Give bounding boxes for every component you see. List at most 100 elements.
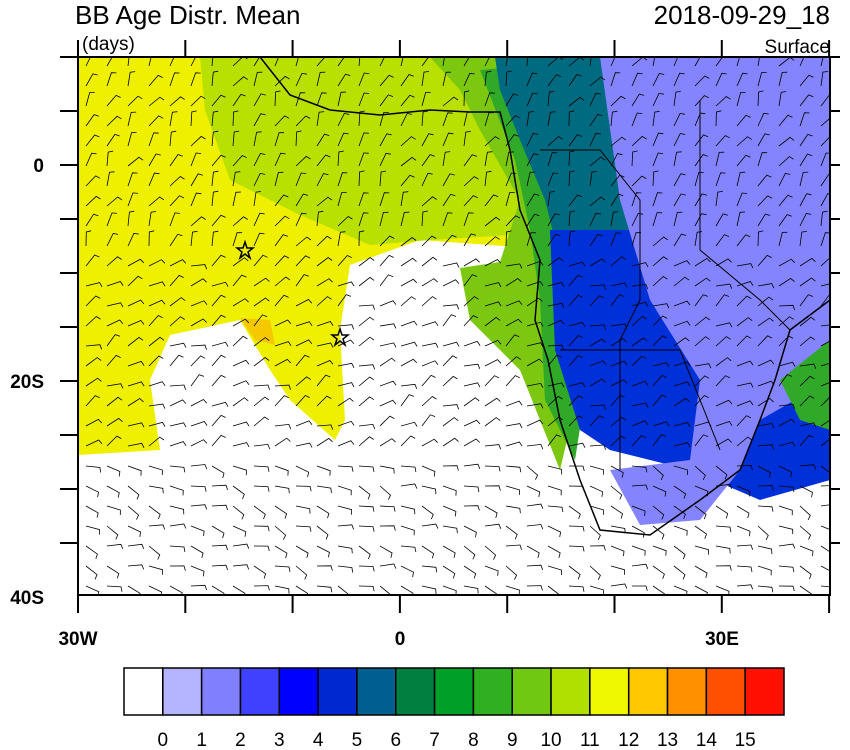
wind-barb <box>778 114 793 127</box>
wind-barb <box>631 315 647 327</box>
wind-barb <box>85 357 102 367</box>
wind-barb <box>127 397 144 407</box>
wind-barb <box>211 230 219 247</box>
wind-barb <box>379 133 392 147</box>
wind-barb <box>421 57 430 67</box>
wind-barb <box>421 278 438 287</box>
wind-barb <box>295 212 307 227</box>
wind-barb <box>694 421 712 427</box>
wind-barb <box>673 300 691 307</box>
wind-barb <box>442 212 453 227</box>
wind-barb <box>736 154 751 167</box>
wind-barb <box>757 423 775 429</box>
wind-barb <box>505 263 523 269</box>
lat-label: 0 <box>33 156 44 177</box>
colorbar-label: 7 <box>429 730 440 750</box>
wind-barb <box>295 354 310 367</box>
wind-barb <box>379 112 389 127</box>
wind-barb <box>85 395 100 407</box>
wind-barb <box>484 259 502 267</box>
wind-barb <box>526 419 544 427</box>
wind-barb <box>211 130 219 147</box>
wind-barb <box>421 172 433 187</box>
wind-barb <box>190 565 205 577</box>
wind-barb <box>652 525 665 540</box>
wind-barb <box>589 284 607 290</box>
wind-barb <box>190 110 197 127</box>
wind-barb <box>589 196 606 207</box>
wind-barb <box>400 421 418 427</box>
wind-barb <box>148 403 166 409</box>
wind-barb <box>148 172 160 187</box>
wind-barb <box>631 232 642 247</box>
wind-barb <box>169 354 184 367</box>
wind-barb <box>295 155 311 167</box>
wind-barb <box>106 585 123 592</box>
wind-barb <box>148 211 157 227</box>
wind-barb <box>169 154 183 167</box>
wind-barb <box>442 234 457 247</box>
wind-barb <box>715 465 728 480</box>
wind-barb <box>505 215 521 227</box>
wind-barb <box>820 340 830 347</box>
wind-barb <box>421 133 434 147</box>
wind-barb <box>232 543 250 549</box>
wind-barb <box>295 505 311 514</box>
wind-barb <box>379 342 397 348</box>
wind-barb <box>274 545 288 559</box>
wind-barb <box>820 324 830 327</box>
wind-barb <box>484 465 501 472</box>
wind-barb <box>148 524 166 530</box>
wind-barb <box>568 110 575 127</box>
wind-barb <box>190 504 208 510</box>
wind-barb <box>169 585 183 595</box>
wind-barb <box>253 93 266 107</box>
wind-barb <box>295 485 312 492</box>
wind-barb <box>736 295 752 307</box>
wind-barb <box>148 545 161 560</box>
wind-barb <box>379 415 395 427</box>
wind-barb <box>484 339 502 347</box>
wind-barb <box>820 485 830 487</box>
colorbar-box <box>589 667 630 716</box>
wind-barb <box>316 133 330 147</box>
wind-barb <box>337 172 348 187</box>
wind-barb <box>253 314 268 327</box>
coastline <box>259 57 830 536</box>
wind-barb <box>211 354 226 367</box>
wind-barb <box>715 57 724 67</box>
wind-barb <box>757 380 775 387</box>
wind-barb <box>568 382 586 388</box>
wind-barb <box>295 339 313 347</box>
wind-barb <box>316 173 329 187</box>
wind-barb <box>400 525 415 536</box>
wind-barb <box>820 396 830 407</box>
wind-barb <box>736 114 751 127</box>
lon-label: 30E <box>705 629 739 650</box>
wind-barb <box>736 485 751 497</box>
wind-barb <box>778 194 793 207</box>
wind-barb <box>547 172 559 187</box>
wind-barb <box>484 282 502 288</box>
wind-barb <box>778 374 793 387</box>
wind-barb <box>673 361 691 367</box>
wind-barb <box>610 193 624 207</box>
wind-barb <box>169 297 186 307</box>
wind-barb <box>85 439 103 447</box>
wind-barb <box>421 565 438 573</box>
wind-barb <box>211 294 226 307</box>
wind-barb <box>274 437 291 447</box>
wind-barb <box>694 154 708 167</box>
wind-barb <box>421 414 436 427</box>
wind-barb <box>211 585 225 595</box>
wind-barb <box>316 374 331 387</box>
wind-barb <box>568 525 585 532</box>
wind-barb <box>715 191 723 207</box>
wind-barb <box>442 57 445 67</box>
colorbar-label: 2 <box>235 730 246 750</box>
wind-barb <box>253 153 266 167</box>
wind-barb <box>757 485 774 491</box>
wind-barb <box>799 74 814 87</box>
wind-barb <box>694 525 707 539</box>
wind-barb <box>505 525 518 540</box>
